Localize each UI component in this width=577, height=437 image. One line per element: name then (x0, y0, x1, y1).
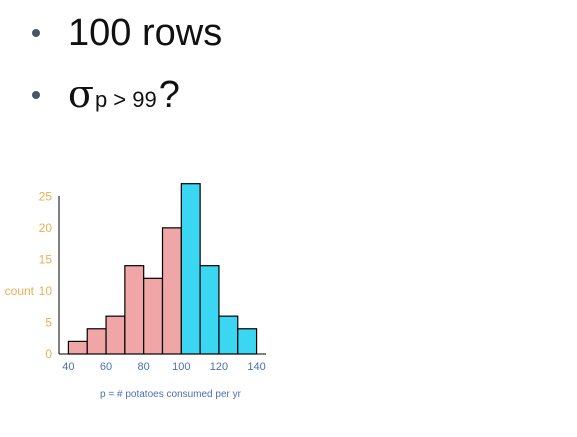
x-tick-label: 120 (210, 361, 228, 373)
y-tick-labels: 0 5 10 15 20 25 (39, 189, 53, 361)
y-tick-label: 5 (45, 315, 52, 329)
x-tick-label: 60 (100, 361, 112, 373)
histogram-bar (143, 277, 164, 355)
y-tick-label: 15 (39, 252, 53, 266)
sigma-symbol: σ (68, 72, 94, 116)
bullet-text: 100 rows (68, 12, 223, 54)
y-axis-label: count (5, 284, 35, 298)
histogram-bars (67, 183, 258, 355)
bullet-dot-icon (32, 29, 40, 37)
histogram-bar (105, 315, 126, 355)
x-tick-label: 40 (62, 361, 74, 373)
y-tick-label: 25 (39, 189, 53, 203)
y-tick-label: 10 (39, 284, 53, 298)
x-tick-label: 80 (138, 361, 150, 373)
sigma-subscript: p > 99 (94, 87, 157, 112)
question-mark: ? (158, 74, 180, 116)
histogram-bar (86, 328, 107, 355)
histogram-bar (180, 183, 201, 355)
x-tick-label: 140 (247, 361, 265, 373)
histogram-bar (161, 227, 182, 355)
x-tick-label: 100 (172, 361, 190, 373)
bullet-dot-icon (32, 91, 40, 99)
y-tick-label: 20 (39, 221, 53, 235)
x-tick-labels: 40 60 80 100 120 140 (62, 361, 265, 373)
x-axis-label: p = # potatoes consumed per yr (100, 389, 242, 400)
histogram-bar (237, 328, 258, 355)
bullet-sigma-question: σ p > 99 ? (32, 72, 180, 117)
y-tick-label: 0 (45, 347, 52, 361)
histogram-bar (124, 265, 145, 355)
histogram-bar (67, 340, 88, 355)
bullet-100-rows: 100 rows (32, 12, 222, 55)
histogram-bar (218, 315, 239, 355)
histogram-bar (199, 265, 220, 355)
